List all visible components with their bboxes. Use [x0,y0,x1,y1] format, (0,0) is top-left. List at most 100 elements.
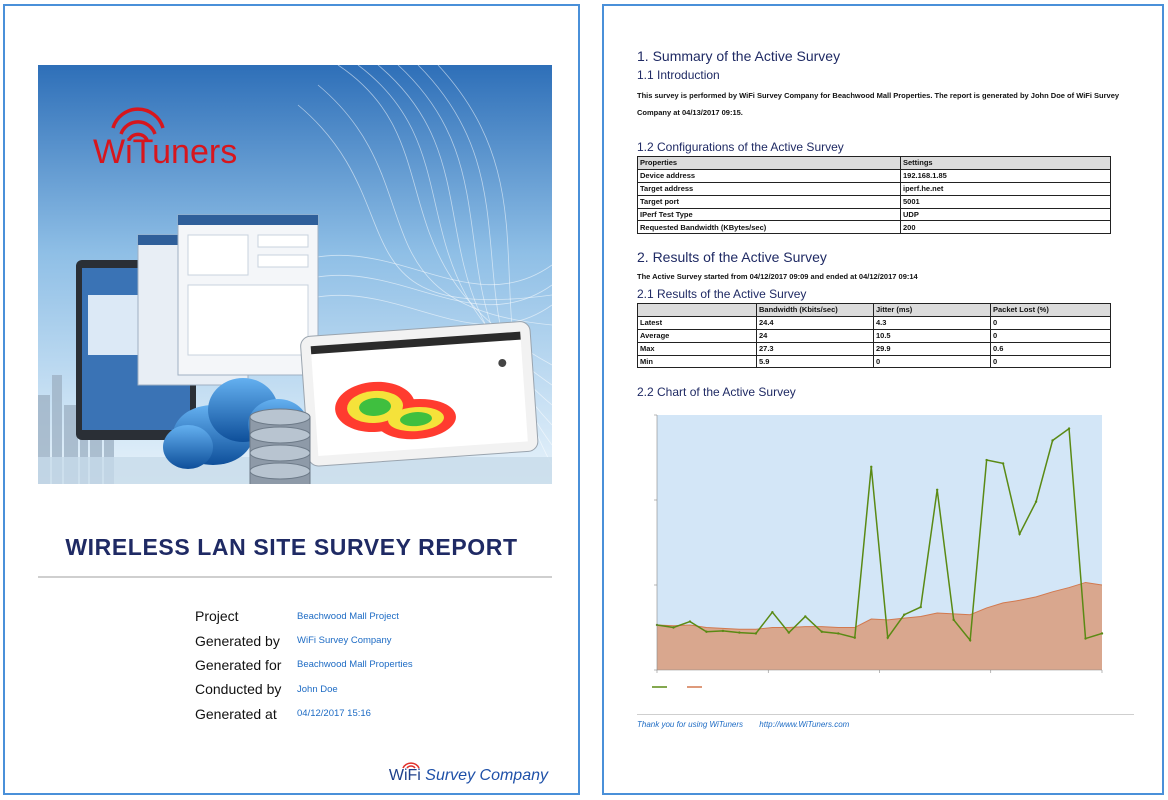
section-1-heading: 1. Summary of the Active Survey [637,48,841,64]
table-cell: 24 [756,328,874,343]
wifi-arcs-icon [402,762,420,769]
table-cell: 0 [990,315,1111,330]
table-row: Latest 24.4 4.3 0 [637,315,1111,330]
latest-point [886,636,889,639]
footer-url-link[interactable]: http://www.WiTuners.com [759,720,850,729]
company-logo-wifi: WiFi [388,767,421,784]
latest-point [721,629,725,633]
footer: Thank you for using WiTuners http://www.… [637,720,849,729]
title-divider [38,576,552,578]
section-2-1-heading: 2.1 Results of the Active Survey [637,287,807,301]
table-cell: 0 [990,328,1111,343]
table-cell: iperf.he.net [900,181,1111,196]
latest-point [1084,637,1087,640]
company-logo-name: Survey Company [425,767,548,784]
meta-value: WiFi Survey Company [297,635,392,647]
table-row: Min 5.9 0 0 [637,354,1111,369]
table-header: Settings [900,156,1111,170]
meta-value: Beachwood Mall Properties [297,659,413,671]
latest-point [820,630,824,633]
table-row: Requested Bandwidth (KBytes/sec) 200 [637,220,1111,235]
table-cell: 5001 [900,194,1111,209]
results-table: Bandwidth (Kbits/sec) Jitter (ms) Packet… [637,303,1111,369]
latest-point [952,618,955,622]
meta-label: Generated at [195,705,277,722]
table-cell: Target port [637,194,901,209]
latest-point [672,626,675,629]
cover-hero-image: WiTuners [38,65,552,484]
latest-point [804,615,807,618]
latest-point [870,465,873,469]
company-logo: WiFi Survey Company [388,762,548,785]
table-header: Properties [637,156,901,170]
table-cell: 24.4 [756,315,874,330]
latest-point [688,620,692,623]
latest-point [705,630,708,633]
meta-value: 04/12/2017 15:16 [297,708,371,720]
table-header: Packet Lost (%) [990,303,1111,317]
report-page: 1. Summary of the Active Survey 1.1 Intr… [602,4,1164,795]
latest-point [903,613,906,616]
latest-point [968,639,972,642]
latest-point [1001,462,1005,465]
latest-point [738,631,741,634]
meta-row-generated-by: Generated by WiFi Survey Company [195,628,413,652]
table-cell: 4.3 [873,315,991,330]
table-cell: 27.3 [756,341,874,356]
latest-point [1018,532,1021,536]
survey-chart [637,405,1137,700]
table-cell: Target address [637,181,901,196]
meta-value: Beachwood Mall Project [297,610,399,622]
table-cell: 5.9 [756,354,874,369]
latest-point [787,631,791,634]
table-row: Average 24 10.5 0 [637,328,1111,343]
table-header: Bandwidth (Kbits/sec) [756,303,874,317]
table-header-row: Bandwidth (Kbits/sec) Jitter (ms) Packet… [637,303,1111,317]
meta-row-generated-at: Generated at 04/12/2017 15:16 [195,702,413,726]
meta-row-project: Project Beachwood Mall Project [195,604,413,628]
latest-point [1100,632,1104,635]
table-cell: Requested Bandwidth (KBytes/sec) [637,220,901,235]
section-2-2-heading: 2.2 Chart of the Active Survey [637,385,796,399]
table-cell: Min [637,354,757,369]
table-cell: UDP [900,207,1111,222]
section-1-1-heading: 1.1 Introduction [637,68,720,82]
footer-thanks: Thank you for using WiTuners [637,720,744,729]
table-row: Max 27.3 29.9 0.6 [637,341,1111,356]
brand-logo-text: WiTuners [93,133,237,171]
table-cell: 0.6 [990,341,1111,356]
table-cell: 0 [990,354,1111,369]
hero-illustration: WiTuners [38,65,552,484]
latest-point [1067,427,1071,430]
table-cell: 0 [873,354,991,369]
table-row: Device address 192.168.1.85 [637,168,1111,183]
latest-point [837,632,840,635]
latest-point [771,611,774,614]
meta-label: Project [195,608,239,625]
average-series-line [656,581,1103,630]
meta-label: Generated by [195,632,280,649]
table-cell: 192.168.1.85 [900,168,1111,183]
meta-label: Generated for [195,656,282,673]
meta-label: Conducted by [195,681,282,698]
table-cell: 200 [900,220,1111,235]
table-cell: Latest [637,315,757,330]
table-cell: 29.9 [873,341,991,356]
intro-paragraph: This survey is performed by WiFi Survey … [637,91,1120,117]
survey-chart-svg [652,414,1104,688]
latest-point [919,605,922,609]
footer-divider [637,714,1134,715]
table-cell: Device address [637,168,901,183]
config-table: Properties Settings Device address 192.1… [637,156,1111,235]
cover-page: WiTuners WIRELESS LAN SITE SURVEY REPORT… [3,4,580,795]
meta-row-conducted-by: Conducted by John Doe [195,677,413,701]
latest-point [935,488,939,491]
table-row: IPerf Test Type UDP [637,207,1111,222]
table-header: Jitter (ms) [873,303,991,317]
table-header-row: Properties Settings [637,156,1111,170]
latest-series-line [656,427,1103,643]
report-title: WIRELESS LAN SITE SURVEY REPORT [65,534,518,560]
table-row: Target port 5001 [637,194,1111,209]
section-2-heading: 2. Results of the Active Survey [637,249,827,265]
latest-point [1034,500,1038,503]
